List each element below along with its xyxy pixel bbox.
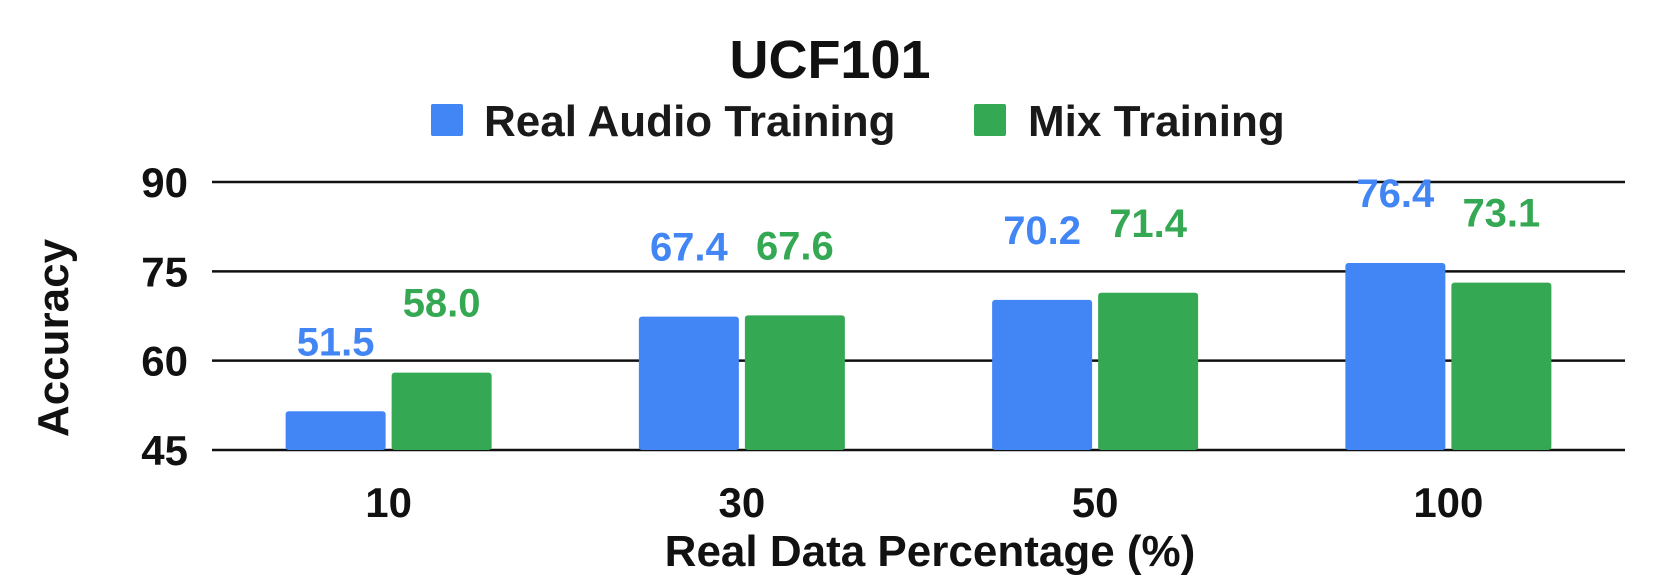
- bar-real-audio: [992, 299, 1093, 450]
- bar-mix: [1451, 282, 1552, 450]
- legend-label-mix: Mix Training: [1028, 97, 1285, 146]
- bar-real-audio: [285, 411, 386, 450]
- x-tick-label: 30: [719, 479, 766, 526]
- legend-swatch-real-audio: [431, 104, 463, 136]
- bar-real-audio: [1345, 262, 1446, 450]
- bars: [285, 262, 1552, 450]
- legend-swatch-mix: [974, 104, 1006, 136]
- bar-mix: [744, 315, 845, 450]
- y-tick-label: 60: [141, 338, 188, 385]
- legend-label-real-audio: Real Audio Training: [484, 97, 896, 146]
- y-axis-ticks: 45 60 75 90: [141, 159, 188, 474]
- x-axis-label: Real Data Percentage (%): [665, 527, 1196, 576]
- data-label-mix: 71.4: [1109, 202, 1188, 246]
- x-tick-label: 100: [1413, 479, 1483, 526]
- data-label-real-audio: 70.2: [1003, 209, 1081, 253]
- x-axis-ticks: 10 30 50 100: [365, 479, 1483, 526]
- y-axis-label: Accuracy: [29, 238, 78, 437]
- y-tick-label: 45: [141, 427, 188, 474]
- bar-mix: [391, 372, 492, 450]
- y-tick-label: 75: [141, 248, 188, 295]
- y-tick-label: 90: [141, 159, 188, 206]
- data-label-real-audio: 67.4: [650, 226, 729, 270]
- bar-real-audio: [638, 316, 739, 450]
- bar-mix: [1098, 292, 1199, 450]
- data-label-real-audio: 76.4: [1356, 172, 1435, 216]
- legend: Real Audio Training Mix Training: [431, 97, 1285, 146]
- chart-title: UCF101: [729, 30, 930, 90]
- data-label-mix: 58.0: [403, 282, 481, 326]
- x-tick-label: 50: [1072, 479, 1119, 526]
- data-label-mix: 67.6: [756, 224, 834, 268]
- data-label-mix: 73.1: [1462, 192, 1540, 236]
- data-labels: 51.5 58.0 67.4 67.6 70.2 71.4 76.4 73.1: [297, 172, 1541, 364]
- data-label-real-audio: 51.5: [297, 320, 375, 364]
- x-tick-label: 10: [365, 479, 412, 526]
